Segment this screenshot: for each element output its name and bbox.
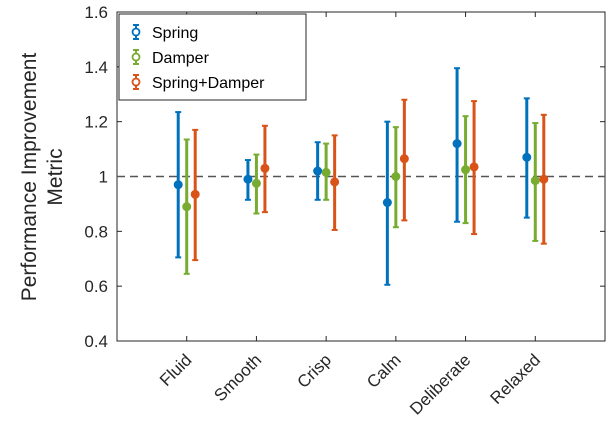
data-point [321, 167, 331, 177]
series-spring-damper [190, 98, 549, 262]
legend-box [118, 13, 307, 101]
x-tick-label: Smooth [210, 350, 265, 405]
y-tick-label: 0.6 [84, 277, 108, 296]
y-axis-title-line-2: Metric [44, 148, 67, 205]
x-tick-label: Fluid [156, 350, 195, 389]
data-point [461, 165, 471, 175]
y-tick-label: 0.8 [84, 222, 108, 241]
data-point [173, 180, 183, 190]
data-point [251, 178, 261, 188]
data-point [391, 172, 401, 181]
data-point [330, 177, 340, 187]
y-tick-label: 1.6 [84, 3, 108, 22]
data-point [382, 198, 392, 208]
data-point [539, 174, 549, 184]
legend-marker-point [131, 52, 141, 62]
data-point [243, 174, 253, 184]
y-tick-label: 1.4 [84, 58, 108, 77]
data-point [452, 139, 462, 149]
legend-label: Spring+Damper [152, 75, 265, 92]
legend-marker-point [131, 27, 141, 37]
y-axis-title: Performance Improvement Metric [18, 53, 67, 302]
x-tick-label: Calm [363, 350, 404, 391]
y-tick-label: 1 [99, 168, 108, 187]
data-point [530, 176, 540, 186]
y-tick-label: 0.4 [84, 332, 108, 351]
legend-label: Damper [152, 50, 210, 67]
data-point [313, 166, 323, 176]
series-spring [173, 67, 532, 286]
legend-marker-point [131, 77, 141, 87]
x-tick-label: Crisp [293, 350, 334, 391]
y-tick-label: 1.2 [84, 113, 108, 132]
x-tick-label: Relaxed [487, 350, 545, 408]
data-point [522, 152, 532, 162]
legend-label: Spring [152, 25, 198, 42]
data-point [182, 202, 192, 212]
data-point [190, 189, 200, 199]
data-point [469, 162, 479, 172]
legend: Spring Damper Spring+Damper [118, 13, 307, 101]
data-point [399, 154, 409, 164]
y-axis-title-line-1: Performance Improvement [18, 53, 41, 302]
series-damper [182, 115, 540, 275]
x-tick-label: Deliberate [406, 350, 474, 418]
data-point [260, 163, 270, 173]
